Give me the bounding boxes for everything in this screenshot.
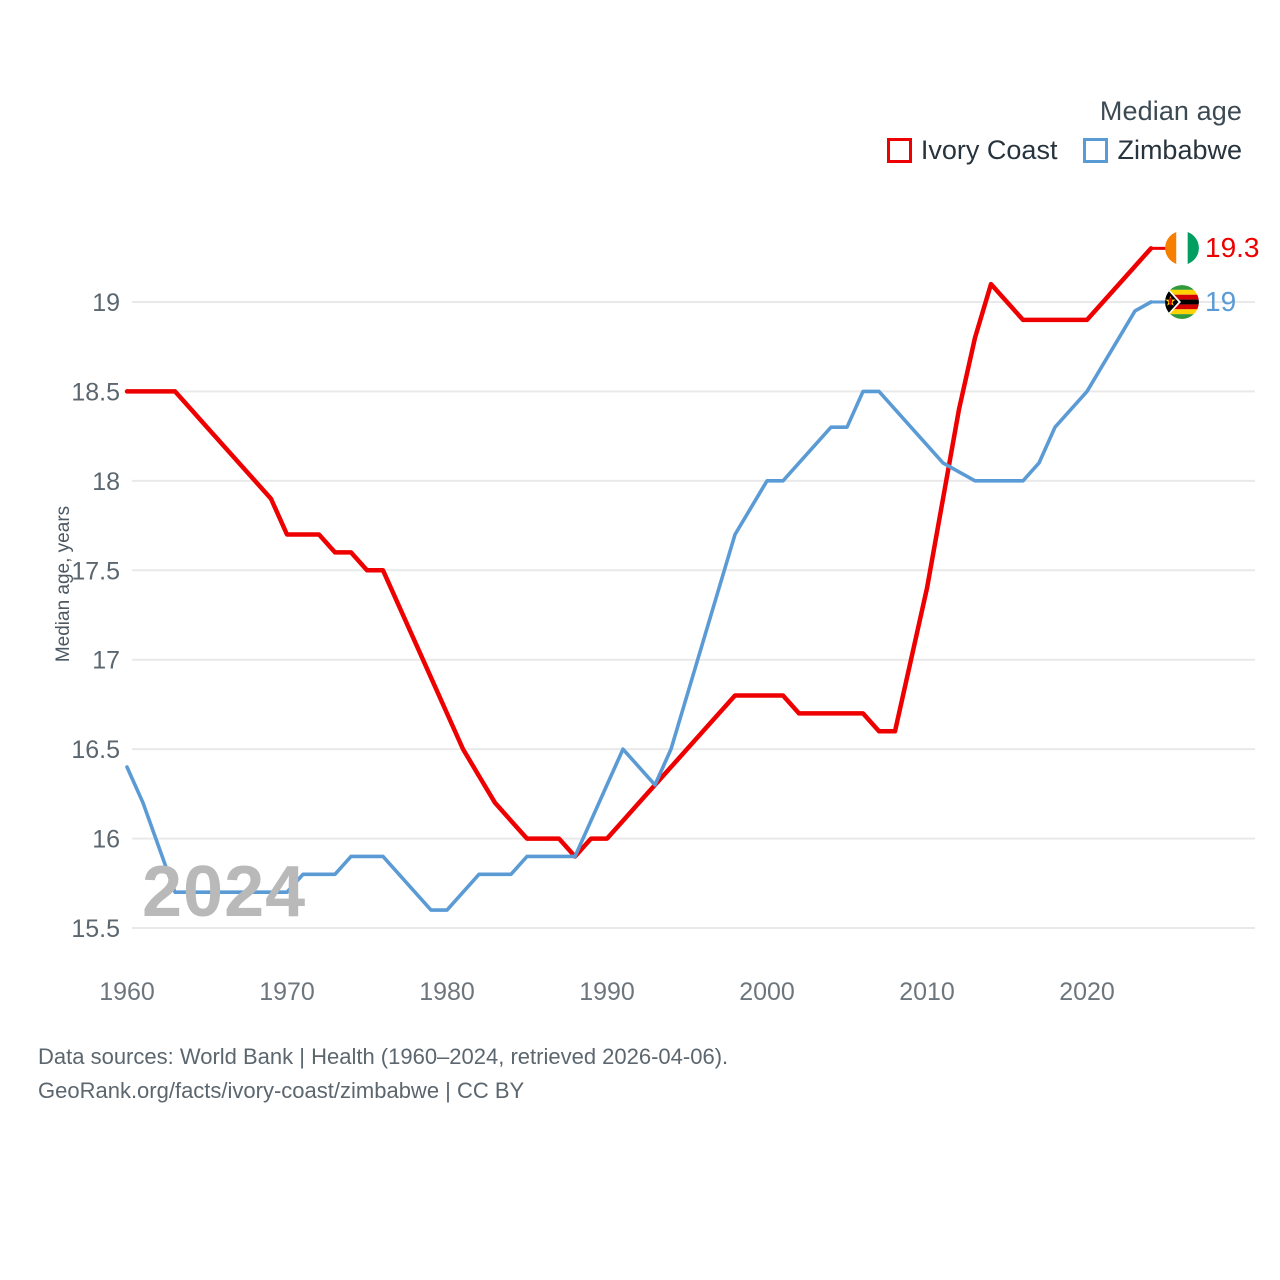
x-tick-label: 2000 <box>739 978 795 1006</box>
x-tick-label: 1970 <box>259 978 315 1006</box>
x-tick-label: 1980 <box>419 978 475 1006</box>
footer-line-2[interactable]: GeoRank.org/facts/ivory-coast/zimbabwe |… <box>38 1078 525 1104</box>
y-tick-labels: 15.5 16 16.5 17 17.5 18 18.5 19 <box>71 289 120 943</box>
zimbabwe-flag-icon <box>1165 285 1199 319</box>
legend-swatch-ivory-coast <box>886 138 912 164</box>
endpoint-ivory-coast: 19.3 <box>1165 231 1260 266</box>
chart-legend: Median age Ivory Coast Zimbabwe <box>886 96 1242 166</box>
x-tick-label: 1960 <box>99 978 155 1006</box>
endpoint-value-ivory-coast: 19.3 <box>1205 232 1260 264</box>
y-axis-label: Median age, years <box>53 505 74 663</box>
y-tick-label: 15.5 <box>71 915 120 943</box>
endpoint-value-zimbabwe: 19 <box>1205 286 1237 317</box>
legend-item-ivory-coast[interactable]: Ivory Coast <box>886 135 1058 166</box>
x-tick-label: 1990 <box>579 978 635 1006</box>
footer-attribution: Data sources: World Bank | Health (1960–… <box>38 1040 728 1108</box>
series-line-zimbabwe <box>125 300 1153 912</box>
x-tick-label: 2020 <box>1059 978 1115 1006</box>
legend-label-ivory-coast: Ivory Coast <box>920 135 1058 166</box>
gridlines <box>132 301 1255 929</box>
y-tick-label: 16.5 <box>71 736 120 764</box>
y-tick-label: 17.5 <box>71 557 120 585</box>
endpoint-zimbabwe: 19 <box>1165 285 1236 319</box>
endpoint-connectors <box>1151 246 1167 304</box>
legend-items: Ivory Coast Zimbabwe <box>886 135 1242 166</box>
data-series <box>124 246 1154 912</box>
legend-item-zimbabwe[interactable]: Zimbabwe <box>1083 135 1242 166</box>
y-tick-label: 16 <box>92 826 120 854</box>
year-watermark: 2024 <box>142 852 307 932</box>
legend-label-zimbabwe: Zimbabwe <box>1117 135 1242 166</box>
legend-title: Median age <box>1099 96 1242 126</box>
y-tick-label: 19 <box>92 289 120 317</box>
ivory-coast-flag-icon <box>1165 231 1199 266</box>
x-tick-label: 2010 <box>899 978 955 1006</box>
x-tick-labels: 1960 1970 1980 1990 2000 2010 2020 <box>99 978 1115 1006</box>
series-line-ivory-coast <box>124 246 1154 859</box>
legend-swatch-zimbabwe <box>1083 138 1109 164</box>
y-tick-label: 18 <box>92 468 120 496</box>
y-tick-label: 17 <box>92 647 120 675</box>
y-tick-label: 18.5 <box>71 378 120 406</box>
footer-line-1: Data sources: World Bank | Health (1960–… <box>38 1044 729 1069</box>
